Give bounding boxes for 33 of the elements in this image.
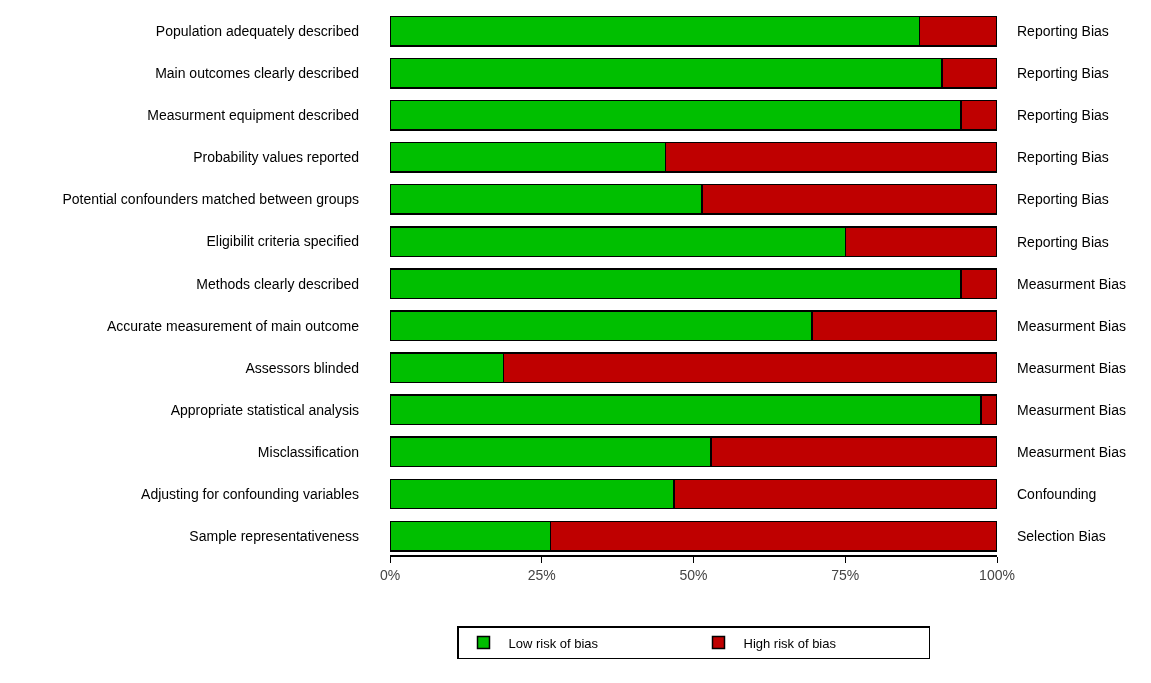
y-tick-label: Sample representativeness	[189, 527, 359, 544]
y2-tick-label: Confounding	[1017, 486, 1097, 502]
y-tick-label: Eligibilit criteria specified	[206, 233, 359, 250]
y-tick-label: Assessors blinded	[245, 359, 359, 376]
y2-tick-label: Reporting Bias	[1017, 65, 1109, 81]
y-tick-label: Potential confounders matched between groups	[62, 191, 359, 208]
x-tick-label: 75%	[831, 566, 860, 583]
y2-tick-label: Reporting Bias	[1017, 23, 1109, 39]
y-tick-label: Accurate measurement of main outcome	[106, 317, 360, 334]
y2-tick-label: Reporting Bias	[1017, 191, 1109, 207]
legend-label: High risk of bias	[743, 635, 837, 651]
x-tick-label: 100%	[979, 566, 1015, 583]
legend-label: Low risk of bias	[508, 635, 599, 651]
y2-tick-label: Measurment Bias	[1017, 444, 1126, 460]
y-tick-label: Probability values reported	[193, 149, 359, 166]
y-tick-label: Main outcomes clearly described	[155, 65, 359, 82]
x-tick-label: 50%	[679, 566, 708, 583]
x-tick-label: 25%	[527, 566, 556, 583]
y2-tick-label: Reporting Bias	[1017, 149, 1109, 165]
y-tick-label: Adjusting for confounding variables	[141, 485, 359, 502]
y-tick-label: Measurment equipment described	[147, 107, 359, 124]
x-tick-label: 0%	[379, 566, 401, 583]
y2-tick-label: Reporting Bias	[1017, 107, 1109, 123]
y-tick-label: Population adequately described	[155, 23, 359, 40]
y2-tick-label: Measurment Bias	[1017, 318, 1126, 334]
y-tick-label: Methods clearly described	[196, 275, 359, 292]
y2-tick-label: Measurment Bias	[1017, 276, 1126, 292]
y2-tick-label: Measurment Bias	[1017, 360, 1126, 376]
y-tick-label: Appropriate statistical analysis	[170, 401, 359, 418]
y2-tick-label: Selection Bias	[1017, 528, 1106, 544]
y2-tick-label: Reporting Bias	[1017, 234, 1109, 250]
y-tick-label: Misclassification	[257, 443, 359, 460]
y2-tick-label: Measurment Bias	[1017, 402, 1126, 418]
